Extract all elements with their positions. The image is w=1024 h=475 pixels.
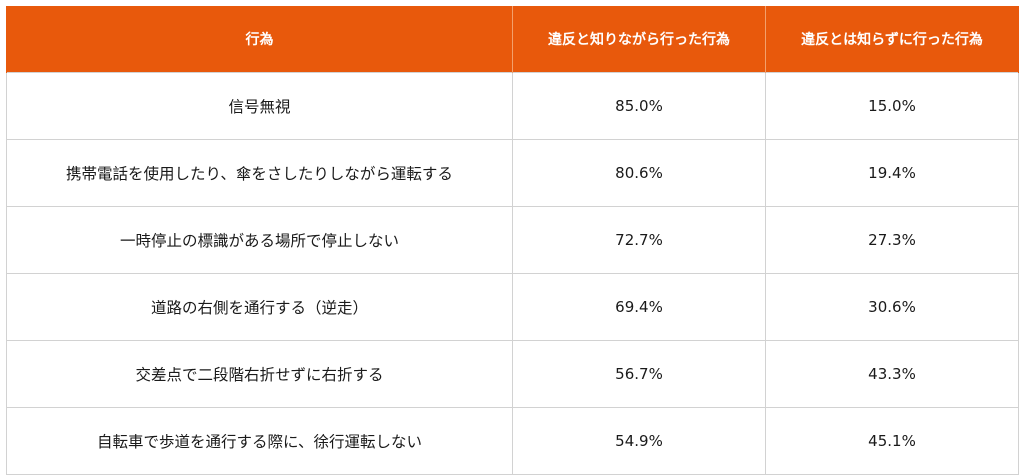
- table-row: 信号無視 85.0% 15.0%: [6, 72, 1019, 140]
- knowing-cell: 72.7%: [512, 206, 766, 274]
- header-row: 行為 違反と知りながら行った行為 違反とは知らずに行った行為: [6, 6, 1019, 73]
- unknowing-cell: 15.0%: [765, 72, 1019, 140]
- violation-awareness-table: 行為 違反と知りながら行った行為 違反とは知らずに行った行為 信号無視 85.0…: [6, 6, 1019, 475]
- header-knowing: 違反と知りながら行った行為: [512, 6, 766, 73]
- table-header: 行為 違反と知りながら行った行為 違反とは知らずに行った行為: [6, 6, 1019, 73]
- header-act: 行為: [6, 6, 513, 73]
- unknowing-cell: 43.3%: [765, 340, 1019, 408]
- knowing-cell: 54.9%: [512, 407, 766, 475]
- table-row: 自転車で歩道を通行する際に、徐行運転しない 54.9% 45.1%: [6, 407, 1019, 475]
- violation-table-container: 行為 違反と知りながら行った行為 違反とは知らずに行った行為 信号無視 85.0…: [6, 6, 1019, 475]
- knowing-cell: 80.6%: [512, 139, 766, 207]
- act-cell: 道路の右側を通行する（逆走）: [6, 273, 513, 341]
- unknowing-cell: 45.1%: [765, 407, 1019, 475]
- unknowing-cell: 27.3%: [765, 206, 1019, 274]
- act-cell: 一時停止の標識がある場所で停止しない: [6, 206, 513, 274]
- act-cell: 交差点で二段階右折せずに右折する: [6, 340, 513, 408]
- act-cell: 信号無視: [6, 72, 513, 140]
- table-body: 信号無視 85.0% 15.0% 携帯電話を使用したり、傘をさしたりしながら運転…: [6, 72, 1019, 475]
- table-row: 道路の右側を通行する（逆走） 69.4% 30.6%: [6, 273, 1019, 341]
- table-row: 一時停止の標識がある場所で停止しない 72.7% 27.3%: [6, 206, 1019, 274]
- knowing-cell: 85.0%: [512, 72, 766, 140]
- act-cell: 携帯電話を使用したり、傘をさしたりしながら運転する: [6, 139, 513, 207]
- table-row: 交差点で二段階右折せずに右折する 56.7% 43.3%: [6, 340, 1019, 408]
- header-unknowing: 違反とは知らずに行った行為: [765, 6, 1019, 73]
- knowing-cell: 69.4%: [512, 273, 766, 341]
- unknowing-cell: 19.4%: [765, 139, 1019, 207]
- unknowing-cell: 30.6%: [765, 273, 1019, 341]
- knowing-cell: 56.7%: [512, 340, 766, 408]
- act-cell: 自転車で歩道を通行する際に、徐行運転しない: [6, 407, 513, 475]
- table-row: 携帯電話を使用したり、傘をさしたりしながら運転する 80.6% 19.4%: [6, 139, 1019, 207]
